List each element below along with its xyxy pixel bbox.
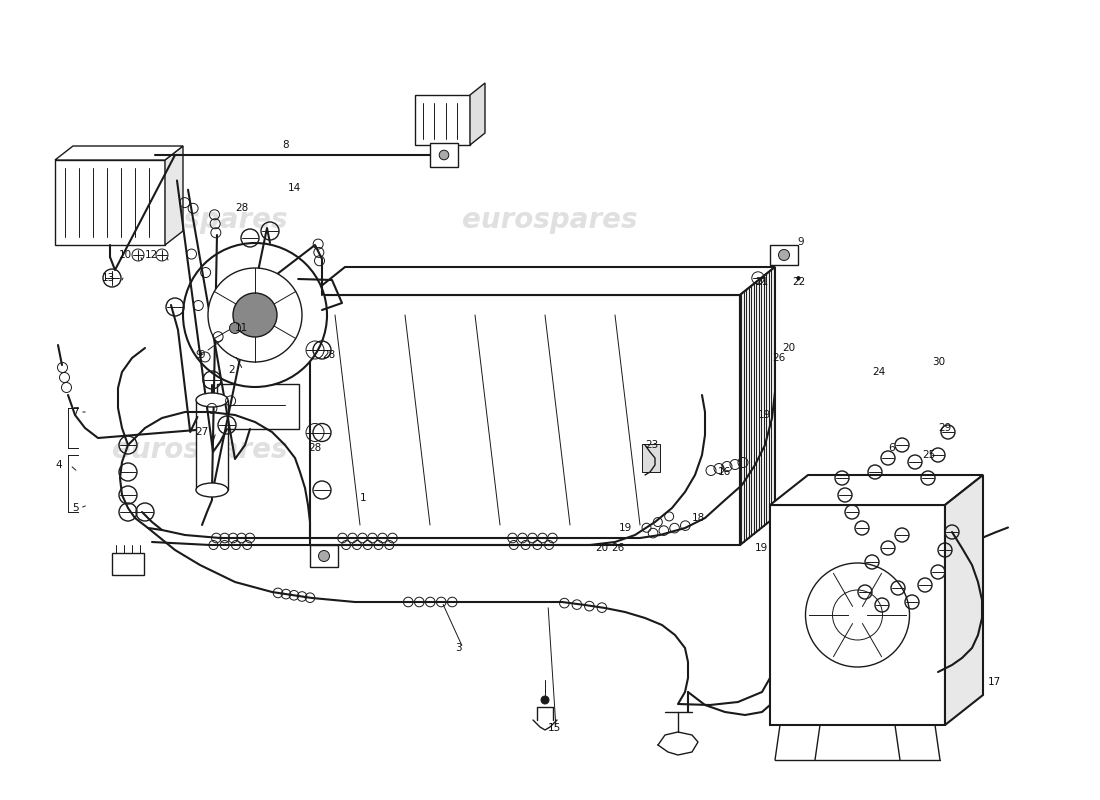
Circle shape <box>230 322 241 334</box>
Text: 11: 11 <box>235 323 249 333</box>
Text: 27: 27 <box>195 427 208 437</box>
Text: 15: 15 <box>548 723 561 733</box>
Text: 19: 19 <box>618 523 632 533</box>
Polygon shape <box>740 267 776 545</box>
Text: 3: 3 <box>455 643 462 653</box>
Text: 25: 25 <box>922 450 935 460</box>
Text: 10: 10 <box>119 250 132 260</box>
Bar <box>415 95 470 145</box>
Polygon shape <box>165 146 183 245</box>
Circle shape <box>805 563 910 667</box>
Text: 30: 30 <box>932 357 945 367</box>
Text: 9: 9 <box>195 350 201 360</box>
Polygon shape <box>770 475 983 505</box>
Ellipse shape <box>196 393 228 407</box>
Text: eurospares: eurospares <box>112 436 288 464</box>
Polygon shape <box>470 83 485 145</box>
Text: 9: 9 <box>798 237 804 247</box>
Text: 28: 28 <box>308 443 321 453</box>
Bar <box>310 295 740 545</box>
Bar <box>112 553 144 575</box>
Text: 28: 28 <box>322 350 335 360</box>
Circle shape <box>319 550 330 562</box>
Polygon shape <box>310 267 776 295</box>
Text: 1: 1 <box>360 493 366 503</box>
Text: 16: 16 <box>718 467 732 477</box>
Text: 29: 29 <box>938 423 952 433</box>
Bar <box>196 400 228 490</box>
Text: 28: 28 <box>235 203 249 213</box>
Bar <box>430 143 458 167</box>
Text: 26: 26 <box>772 353 785 363</box>
Ellipse shape <box>196 483 228 497</box>
Text: ●: ● <box>795 275 801 281</box>
Bar <box>770 505 945 725</box>
Polygon shape <box>945 475 983 725</box>
Text: 22: 22 <box>792 277 805 287</box>
Circle shape <box>779 250 790 261</box>
Text: 24: 24 <box>872 367 886 377</box>
Circle shape <box>183 243 327 387</box>
Text: 18: 18 <box>692 513 705 523</box>
Text: 19: 19 <box>758 410 771 420</box>
Text: eurospares: eurospares <box>462 436 638 464</box>
Circle shape <box>208 268 302 362</box>
Circle shape <box>439 150 449 160</box>
Bar <box>55 160 165 245</box>
Text: 19: 19 <box>755 543 768 553</box>
Text: 4: 4 <box>55 460 62 470</box>
Text: 7: 7 <box>72 407 78 417</box>
Bar <box>770 245 798 265</box>
Text: 20: 20 <box>595 543 608 553</box>
Circle shape <box>541 696 549 704</box>
Text: 2: 2 <box>229 365 235 375</box>
Text: 6: 6 <box>888 443 894 453</box>
Text: 5: 5 <box>72 503 78 513</box>
Polygon shape <box>55 146 183 160</box>
Text: 12: 12 <box>145 250 158 260</box>
Text: eurospares: eurospares <box>462 206 638 234</box>
Text: 8: 8 <box>282 140 288 150</box>
Text: 26: 26 <box>612 543 625 553</box>
Text: 21: 21 <box>755 277 768 287</box>
Bar <box>310 545 338 567</box>
Bar <box>217 384 299 429</box>
Text: 9: 9 <box>198 350 205 360</box>
Text: 14: 14 <box>288 183 301 193</box>
Circle shape <box>233 293 277 337</box>
Text: eurospares: eurospares <box>112 206 288 234</box>
Text: 20: 20 <box>782 343 795 353</box>
Text: 17: 17 <box>988 677 1001 687</box>
Bar <box>642 444 660 472</box>
Text: 23: 23 <box>645 440 658 450</box>
Text: 13: 13 <box>101 273 116 283</box>
